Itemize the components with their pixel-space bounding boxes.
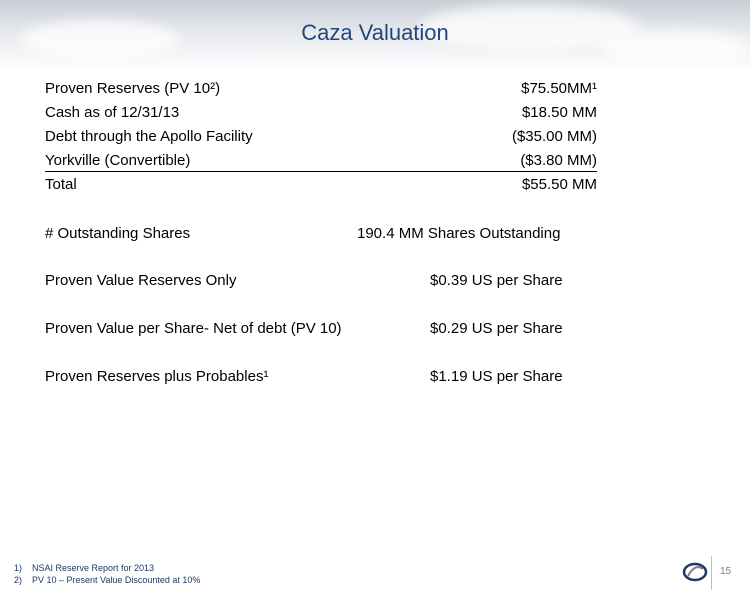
footnote-text: NSAI Reserve Report for 2013 [32, 563, 155, 573]
footnote-number: 1) [14, 563, 23, 573]
slide-title: Caza Valuation [301, 20, 449, 45]
row-value: $55.50 MM [521, 176, 597, 193]
metric-value: $1.19 US per Share [430, 368, 563, 385]
footnote-number: 2) [14, 575, 23, 585]
row-label: Proven Reserves (PV 10²) [45, 80, 221, 97]
metric-value: $0.29 US per Share [430, 320, 563, 337]
row-value: ($35.00 MM) [511, 128, 597, 145]
underline [45, 171, 597, 172]
header-background [0, 0, 750, 70]
row-label: Total [45, 176, 77, 193]
page-number: 15 [720, 566, 732, 577]
row-value: ($3.80 MM) [520, 152, 597, 169]
metric-label: Proven Value per Share- Net of debt (PV … [45, 320, 342, 337]
row-label: Debt through the Apollo Facility [45, 128, 253, 145]
metric-label: Proven Reserves plus Probables¹ [45, 368, 269, 385]
row-value: $75.50MM¹ [521, 80, 597, 97]
separator [711, 556, 712, 590]
metric-label: # Outstanding Shares [45, 225, 191, 242]
logo [682, 562, 708, 582]
row-label: Cash as of 12/31/13 [45, 104, 180, 121]
row-label: Yorkville (Convertible) [45, 152, 191, 169]
metric-value: 190.4 MM Shares Outstanding [357, 225, 561, 242]
footnote-text: PV 10 – Present Value Discounted at 10% [32, 575, 201, 585]
metric-label: Proven Value Reserves Only [45, 272, 237, 289]
row-value: $18.50 MM [521, 104, 597, 121]
metric-value: $0.39 US per Share [430, 272, 563, 289]
